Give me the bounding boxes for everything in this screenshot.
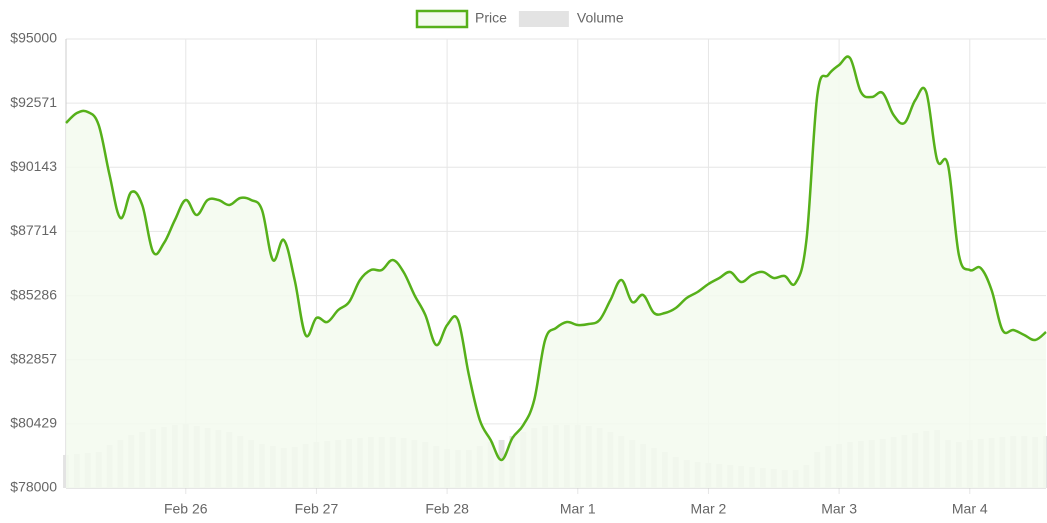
y-tick-label: $78000 xyxy=(10,479,57,495)
y-tick-label: $80429 xyxy=(10,415,57,431)
legend-label: Volume xyxy=(577,10,624,26)
legend-swatch xyxy=(415,9,469,29)
y-tick-label: $85286 xyxy=(10,286,57,302)
legend-swatch xyxy=(518,11,569,27)
y-tick-label: $92571 xyxy=(10,94,57,110)
price-line xyxy=(65,55,1047,462)
y-tick-label: $95000 xyxy=(10,30,57,46)
x-tick-label: Feb 27 xyxy=(295,501,339,517)
x-tick-label: Mar 1 xyxy=(560,501,596,517)
y-tick-label: $90143 xyxy=(10,158,57,174)
x-tick-label: Feb 28 xyxy=(425,501,469,517)
y-tick-label: $82857 xyxy=(10,350,57,366)
x-tick-label: Mar 3 xyxy=(821,501,857,517)
price-area xyxy=(66,56,1046,489)
x-tick-label: Feb 26 xyxy=(164,501,208,517)
x-tick-label: Mar 4 xyxy=(952,501,988,517)
legend-label: Price xyxy=(475,10,507,26)
y-tick-label: $87714 xyxy=(10,222,57,238)
x-tick-label: Mar 2 xyxy=(691,501,727,517)
